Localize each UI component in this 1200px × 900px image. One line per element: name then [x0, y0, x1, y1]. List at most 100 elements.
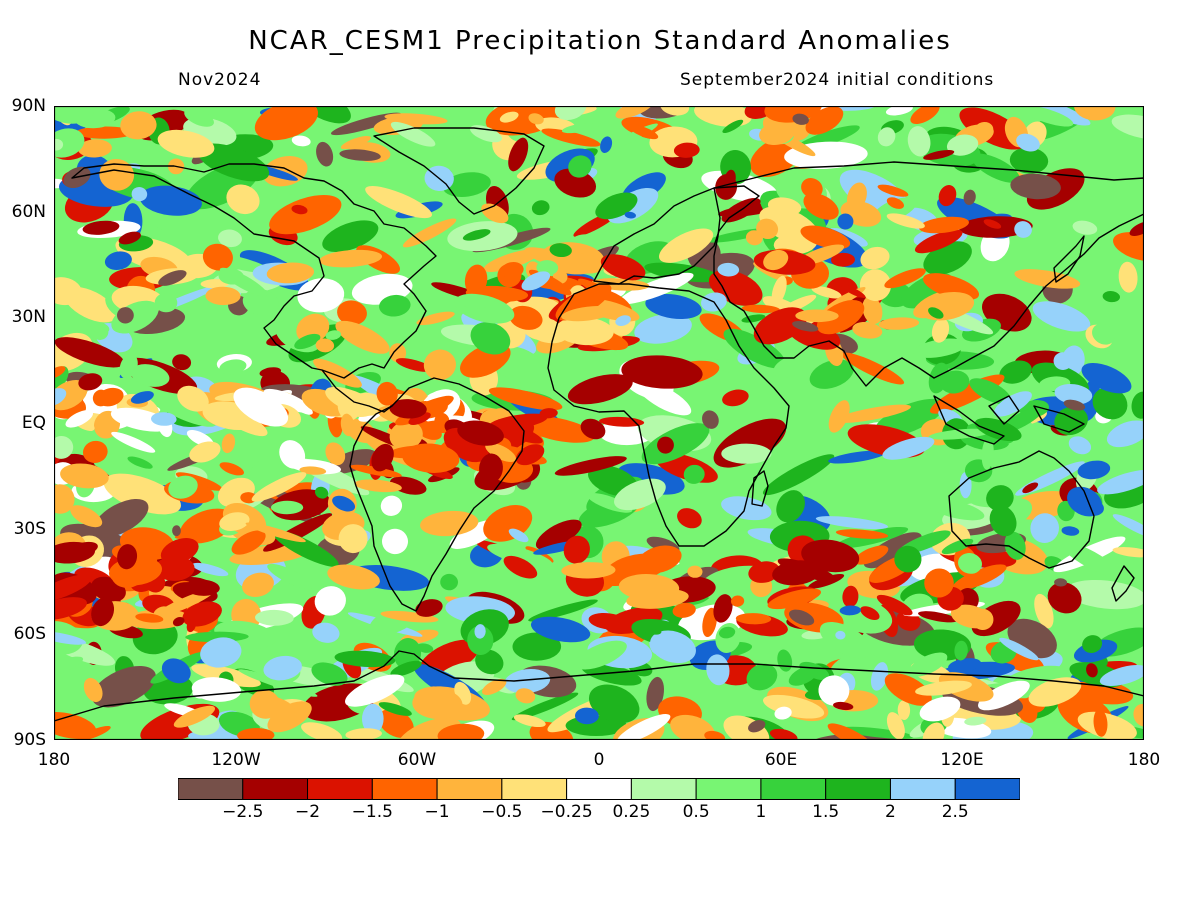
anomaly-patch [918, 216, 969, 234]
anomaly-patch [762, 694, 825, 719]
anomaly-patch [380, 610, 439, 623]
anomaly-patch [334, 650, 396, 668]
anomaly-patch [75, 126, 134, 139]
anomaly-patch [231, 530, 266, 555]
anomaly-patch [354, 479, 402, 493]
anomaly-patch [1131, 391, 1144, 419]
anomaly-patch [467, 625, 494, 655]
anomaly-patch [205, 286, 241, 306]
anomaly-patch [1086, 663, 1098, 678]
anomaly-patch [839, 605, 861, 616]
anomaly-patch [1022, 482, 1039, 494]
antarctica-outline [54, 650, 1144, 722]
anomaly-patch [963, 189, 976, 205]
anomaly-patch [914, 229, 963, 254]
anomaly-patch [376, 381, 398, 406]
anomaly-patch [615, 106, 655, 119]
madagascar-outline [751, 470, 769, 507]
anomaly-patch [1111, 114, 1144, 140]
anomaly-patch [338, 524, 368, 554]
anomaly-patch [677, 508, 702, 529]
anomaly-patch [721, 443, 772, 464]
anomaly-patch [1067, 486, 1103, 517]
anomaly-patch [416, 311, 455, 326]
anomaly-patch [1092, 323, 1116, 345]
anomaly-patch [442, 172, 491, 197]
anomaly-patch [185, 579, 220, 596]
anomaly-patch [974, 417, 1022, 442]
anomaly-patch [83, 677, 103, 703]
anomaly-patch [173, 705, 216, 728]
anomaly-patch [862, 296, 883, 325]
anomaly-patch [92, 389, 109, 407]
anomaly-patch [928, 307, 944, 319]
anomaly-patch [420, 510, 479, 537]
anomaly-patch [325, 330, 342, 340]
colorbar-tick-label: −2.5 [222, 802, 264, 822]
anomaly-patch [131, 186, 148, 202]
anomaly-patch [1061, 526, 1080, 536]
anomaly-patch [233, 387, 289, 427]
anomaly-patch [811, 286, 842, 299]
anomaly-patch [993, 391, 1032, 417]
anomaly-patch [77, 139, 112, 158]
anomaly-patch [886, 197, 904, 209]
anomaly-patch [378, 708, 414, 738]
anomaly-patch [870, 662, 889, 691]
anomaly-patch [267, 563, 314, 590]
anomaly-patch [299, 466, 327, 475]
anomaly-patch [1081, 363, 1132, 394]
colorbar-swatch [630, 778, 697, 800]
anomaly-patch [254, 106, 318, 141]
anomaly-patch [759, 122, 795, 145]
anomaly-patch [913, 338, 967, 358]
anomaly-patch [535, 519, 582, 550]
anomaly-patch [111, 559, 145, 588]
anomaly-patch [792, 113, 809, 125]
australia-outline [948, 450, 1095, 569]
anomaly-patch [54, 574, 92, 603]
anomaly-patch [395, 358, 433, 372]
anomaly-patch [135, 613, 164, 623]
anomaly-patch [854, 545, 889, 565]
anomaly-patch [999, 360, 1032, 384]
south-america-outline [349, 377, 525, 612]
lat-label-30s: 30S [13, 519, 46, 539]
anomaly-patch [748, 720, 766, 733]
anomaly-patch [485, 442, 516, 462]
anomaly-patch [763, 249, 789, 271]
anomaly-patch [1102, 291, 1120, 303]
anomaly-patch [641, 423, 710, 465]
anomaly-patch [1099, 665, 1144, 686]
anomaly-patch [462, 229, 491, 241]
anomaly-patch [859, 269, 892, 301]
anomaly-patch [634, 313, 692, 344]
anomaly-patch [840, 284, 866, 298]
anomaly-patch [515, 444, 545, 466]
anomaly-patch [771, 275, 787, 306]
anomaly-patch [756, 218, 779, 240]
anomaly-patch [683, 464, 705, 484]
asia-outline [713, 161, 1144, 387]
anomaly-patch [127, 456, 153, 469]
lon-label-60e: 60E [764, 750, 798, 770]
anomaly-patch [66, 541, 98, 558]
anomaly-patch [774, 706, 792, 720]
anomaly-patch [878, 317, 920, 330]
anomaly-patch [806, 429, 853, 462]
anomaly-patch [954, 640, 968, 661]
colorbar-swatch [889, 778, 956, 800]
anomaly-patch [54, 106, 95, 124]
anomaly-patch [873, 197, 917, 222]
anomaly-patch [151, 412, 177, 426]
lat-label-90n: 90N [11, 96, 46, 116]
colorbar-swatch [178, 778, 244, 800]
anomaly-patch [561, 305, 615, 322]
anomaly-patch [242, 572, 274, 597]
anomaly-patch [554, 106, 587, 121]
anomaly-patch [828, 400, 850, 433]
anomaly-patch [384, 113, 448, 125]
anomaly-patch [1030, 513, 1060, 543]
anomaly-patch [130, 364, 170, 387]
anomaly-patch [331, 112, 402, 136]
